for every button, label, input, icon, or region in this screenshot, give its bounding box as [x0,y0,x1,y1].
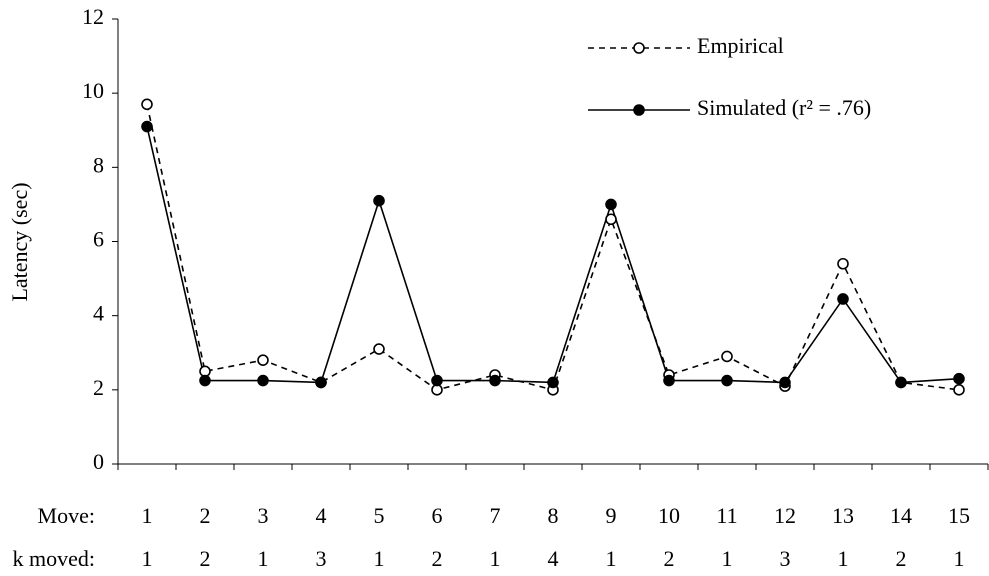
y-tick-label: 6 [93,227,104,252]
y-tick-label: 10 [82,78,104,103]
point [199,374,211,387]
point [257,374,269,387]
disk-moved-label: 3 [316,546,327,571]
point [605,213,617,226]
x-tick-label: 7 [490,503,501,528]
series-line [146,104,960,391]
disk-moved-label: 4 [548,546,559,571]
x-tick-label: 3 [258,503,269,528]
disk-moved-label: 1 [490,546,501,571]
point [315,376,327,389]
disk-moved-label: 1 [954,546,965,571]
point [431,374,443,387]
point [489,374,501,387]
y-tick-label: 8 [93,152,104,177]
disk-moved-label: 1 [722,546,733,571]
point [895,376,907,389]
y-tick-label: 12 [82,4,104,29]
disk-moved-label: 2 [664,546,675,571]
disk-moved-label: 1 [838,546,849,571]
x-tick-label: 2 [200,503,211,528]
point [953,372,965,385]
disk-moved-label: 3 [780,546,791,571]
point [257,354,269,366]
disk-moved-label: 2 [200,546,211,571]
x-tick-label: 11 [716,503,737,528]
series-line [146,126,960,384]
point [373,194,385,207]
x-tick-label: 1 [142,503,153,528]
point [141,98,153,111]
point [953,384,965,396]
row-label: k moved: [13,546,96,571]
disk-moved-label: 1 [374,546,385,571]
x-tick-label: 5 [374,503,385,528]
x-tick-label: 9 [606,503,617,528]
legend-label: Empirical [697,33,784,58]
x-tick-label: 4 [316,503,327,528]
point [837,293,849,305]
point [141,120,153,133]
disk-moved-label: 1 [606,546,617,571]
y-tick-label: 2 [93,375,104,400]
y-tick-label: 0 [93,449,104,474]
point [663,374,675,387]
x-tick-label: 10 [658,503,680,528]
row-label: Move: [38,503,95,528]
disk-moved-label: 1 [258,546,269,571]
x-tick-label: 8 [548,503,559,528]
point [373,343,385,355]
point [779,376,791,389]
disk-moved-label: 1 [142,546,153,571]
y-tick-label: 4 [93,301,104,326]
x-tick-label: 6 [432,503,443,528]
x-tick-label: 12 [774,503,796,528]
point [547,376,559,389]
x-tick-label: 14 [890,503,912,528]
y-axis-label: Latency (sec) [7,182,32,301]
legend-marker [633,42,645,54]
point [721,374,733,387]
x-tick-label: 15 [948,503,970,528]
point [605,198,617,211]
x-tick-label: 13 [832,503,854,528]
disk-moved-label: 2 [432,546,443,571]
legend-marker [633,104,645,116]
legend-label: Simulated (r² = .76) [697,95,871,120]
point [837,257,849,270]
disk-moved-label: 2 [896,546,907,571]
point [721,350,733,363]
